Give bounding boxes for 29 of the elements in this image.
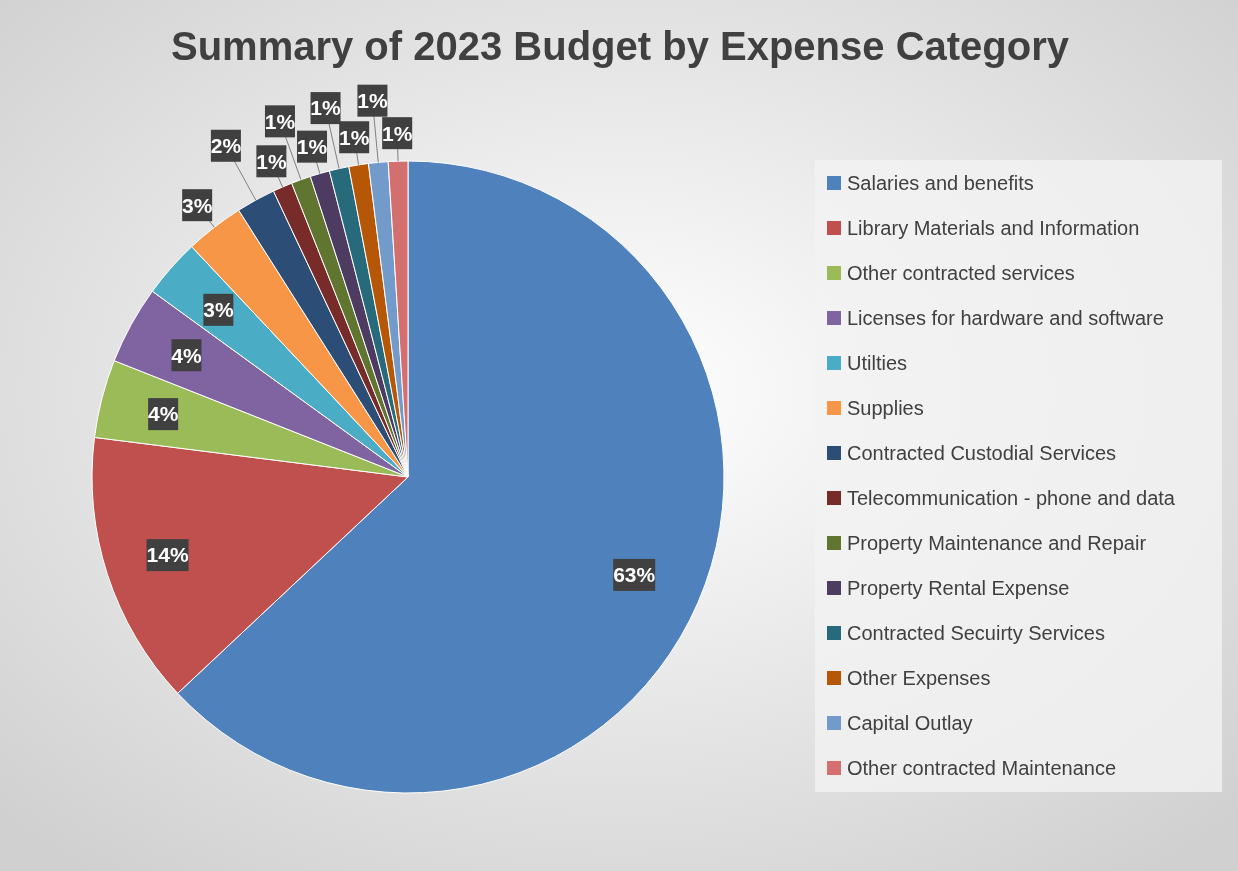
legend-label: Contracted Secuirty Services (847, 622, 1105, 644)
legend-label: Property Maintenance and Repair (847, 532, 1147, 554)
data-label: 14% (146, 543, 189, 567)
data-label: 3% (203, 298, 234, 322)
legend-label: Licenses for hardware and software (847, 307, 1164, 329)
legend-label: Other contracted services (847, 262, 1075, 284)
data-label: 1% (339, 125, 370, 149)
legend-label: Property Rental Expense (847, 577, 1070, 599)
data-label: 1% (264, 109, 296, 133)
data-label: 2% (210, 134, 242, 158)
legend-label: Supplies (847, 397, 924, 419)
data-label: 1% (256, 149, 287, 173)
legend-label: Library Materials and Information (847, 217, 1140, 239)
legend-label: Other Expenses (847, 667, 991, 689)
data-label: 1% (296, 135, 328, 159)
data-label: 63% (613, 563, 656, 587)
legend-label: Utilties (847, 352, 908, 374)
data-label: 1% (382, 121, 413, 145)
legend-label: Contracted Custodial Services (847, 442, 1117, 464)
data-label: 1% (357, 89, 388, 113)
data-label: 4% (147, 402, 179, 426)
data-label: 1% (310, 96, 342, 120)
data-label: 3% (181, 193, 213, 217)
slice-label: Salaries and benefits (847, 172, 1034, 194)
legend-label: Other contracted Maintenance (847, 757, 1117, 779)
data-label: 4% (171, 343, 202, 367)
chart-title: Summary of 2023 Budget by Expense Category (170, 24, 1070, 68)
legend-label: Telecommunication - phone and data (847, 487, 1176, 509)
legend-label: Capital Outlay (847, 712, 973, 734)
